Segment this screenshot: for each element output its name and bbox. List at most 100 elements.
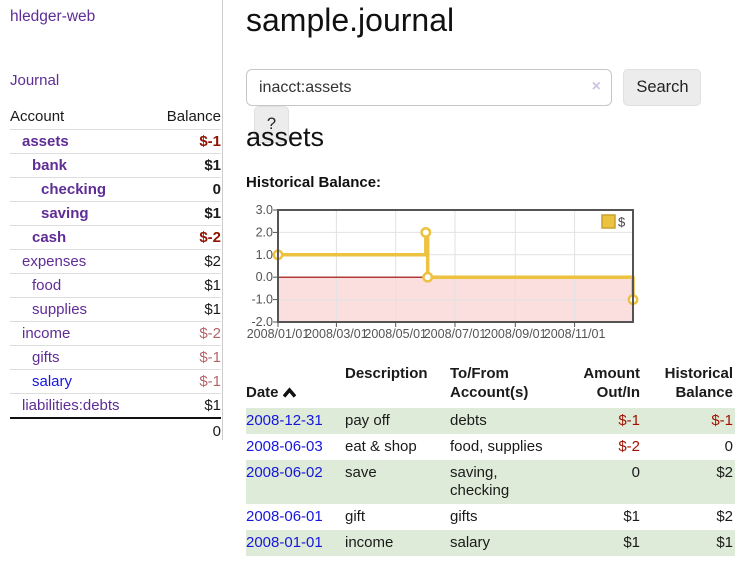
svg-text:2008/11/01: 2008/11/01: [544, 327, 606, 341]
transaction-balance: 0: [724, 438, 733, 455]
legend-label: $: [618, 215, 626, 230]
sidebar-divider: [222, 0, 223, 440]
transaction-date-link[interactable]: 2008-12-31: [246, 412, 323, 429]
transaction-accounts: saving, checking: [450, 460, 576, 504]
accounts-header: Account Balance: [10, 105, 221, 130]
svg-text:2008/03/01: 2008/03/01: [305, 327, 368, 341]
search-button[interactable]: Search: [623, 69, 702, 106]
transaction-description: income: [345, 530, 450, 556]
transaction-accounts: debts: [450, 408, 576, 434]
account-balance: $-1: [150, 345, 221, 370]
account-link-bank[interactable]: bank: [32, 157, 68, 174]
account-link-assets[interactable]: assets: [22, 133, 69, 150]
accounts-header-account: Account: [10, 108, 65, 125]
brand-link[interactable]: hledger-web: [10, 8, 96, 25]
account-link-expenses[interactable]: expenses: [22, 253, 87, 270]
transaction-accounts: gifts: [450, 508, 478, 525]
account-balance: $-1: [150, 369, 221, 394]
account-row: supplies $1: [10, 297, 221, 322]
account-link-saving[interactable]: saving: [41, 205, 89, 222]
transaction-accounts: food, supplies: [450, 438, 543, 455]
sidebar: hledger-web Journal Account Balance asse…: [0, 0, 223, 443]
account-heading: assets: [246, 122, 325, 152]
account-balance: $-2: [150, 321, 221, 346]
transaction-description: pay off: [345, 408, 450, 434]
column-header-accounts: To/From Account(s): [450, 365, 529, 401]
transaction-balance: $1: [642, 530, 735, 556]
accounts-header-balance: Balance: [166, 108, 221, 125]
svg-text:3.0: 3.0: [256, 204, 273, 217]
column-header-amount: Amount Out/In: [583, 365, 640, 401]
account-balance: $1: [150, 201, 221, 226]
chart-canvas: $ 3.0 2.0 1.0 0.0 -1.0 -2.0 2008/01/01 2…: [247, 203, 639, 341]
register-table: Date Description To/From Account(s) Amou…: [246, 360, 735, 556]
transaction-amount: $1: [623, 508, 640, 525]
svg-text:-1.0: -1.0: [251, 293, 273, 307]
transaction-amount: $-2: [618, 438, 640, 455]
svg-text:0.0: 0.0: [256, 270, 273, 284]
chart-y-labels: 3.0 2.0 1.0 0.0 -1.0 -2.0: [251, 203, 273, 329]
search-input[interactable]: [246, 69, 612, 106]
account-link-salary[interactable]: salary: [32, 373, 73, 390]
account-link-supplies[interactable]: supplies: [32, 301, 88, 318]
register-row: 2008-06-02 save saving, checking 0 $2: [246, 460, 735, 504]
account-link-checking[interactable]: checking: [41, 181, 107, 198]
account-row: expenses $2: [10, 249, 221, 274]
svg-text:2008/09/01: 2008/09/01: [484, 327, 547, 341]
svg-text:1.0: 1.0: [256, 248, 273, 262]
transaction-amount: 0: [576, 460, 642, 504]
transaction-date-link[interactable]: 2008-06-03: [246, 438, 323, 455]
chart-gridlines: [278, 210, 633, 322]
accounts-total-value: 0: [150, 417, 221, 443]
svg-text:2008/07/01: 2008/07/01: [424, 327, 487, 341]
column-header-description: Description: [345, 365, 428, 382]
account-balance: $1: [150, 393, 221, 418]
chart-title: Historical Balance:: [246, 174, 382, 191]
transaction-description: eat & shop: [345, 438, 417, 455]
account-balance: $-2: [150, 225, 221, 250]
account-link-gifts[interactable]: gifts: [32, 349, 60, 366]
account-balance: $1: [150, 297, 221, 322]
account-row: liabilities:debts $1: [10, 393, 221, 418]
account-row: food $1: [10, 273, 221, 298]
transaction-date-link[interactable]: 2008-06-02: [246, 464, 323, 481]
account-balance: $1: [150, 153, 221, 178]
clear-search-icon[interactable]: ×: [591, 78, 601, 95]
accounts-table: Account Balance assets $-1 bank $1 check…: [10, 105, 221, 443]
legend-swatch-icon: [601, 214, 616, 229]
account-link-food[interactable]: food: [32, 277, 62, 294]
svg-text:2008/01/01: 2008/01/01: [247, 327, 310, 341]
account-row: income $-2: [10, 321, 221, 346]
chart-x-labels: 2008/01/01 2008/03/01 2008/05/01 2008/07…: [247, 327, 606, 341]
account-link-cash[interactable]: cash: [32, 229, 67, 246]
account-balance: $2: [150, 249, 221, 274]
register-row: 2008-06-03 eat & shop food, supplies $-2…: [246, 434, 735, 460]
transaction-description: gift: [345, 508, 366, 525]
column-header-date: Date: [246, 360, 345, 408]
transaction-accounts: salary: [450, 530, 576, 556]
register-header-row: Date Description To/From Account(s) Amou…: [246, 360, 735, 408]
accounts-total-row: 0: [10, 417, 221, 443]
register-row: 2008-12-31 pay off debts $-1 $-1: [246, 408, 735, 434]
transaction-date-link[interactable]: 2008-01-01: [246, 534, 323, 551]
account-link-income[interactable]: income: [22, 325, 71, 342]
svg-text:2008/05/01: 2008/05/01: [364, 327, 427, 341]
chart-legend: $: [601, 214, 626, 230]
historical-balance-chart: $ 3.0 2.0 1.0 0.0 -1.0 -2.0 2008/01/01 2…: [246, 203, 646, 344]
transaction-date-link[interactable]: 2008-06-01: [246, 508, 323, 525]
chart-border: [277, 209, 634, 323]
sort-ascending-icon: [282, 384, 296, 403]
account-link-liabilities-debts[interactable]: liabilities:debts: [22, 397, 120, 414]
help-button[interactable]: ?: [254, 106, 289, 143]
transaction-description: save: [345, 460, 450, 504]
transaction-balance: $2: [642, 460, 735, 504]
account-row: cash $-2: [10, 225, 221, 250]
nav-journal-link[interactable]: Journal: [10, 72, 60, 89]
page-title: sample.journal: [246, 2, 455, 38]
account-row: bank $1: [10, 153, 221, 178]
register-row: 2008-06-01 gift gifts $1 $2: [246, 504, 735, 530]
account-row: saving $1: [10, 201, 221, 226]
account-row: salary $-1: [10, 369, 221, 394]
svg-text:-2.0: -2.0: [251, 315, 273, 329]
transaction-amount: $1: [576, 530, 642, 556]
